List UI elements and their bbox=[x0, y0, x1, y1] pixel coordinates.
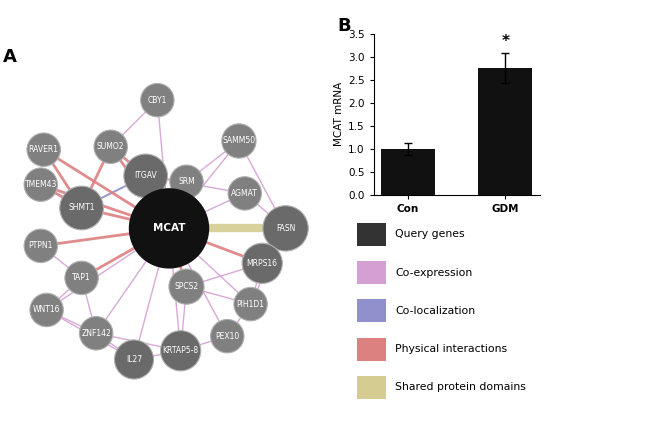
Text: KRTAP5-8: KRTAP5-8 bbox=[162, 346, 199, 355]
Text: SPCS2: SPCS2 bbox=[174, 282, 198, 291]
Text: TAP1: TAP1 bbox=[72, 273, 91, 282]
Circle shape bbox=[228, 177, 261, 210]
FancyBboxPatch shape bbox=[357, 261, 386, 284]
Circle shape bbox=[234, 288, 267, 321]
Text: ZNF142: ZNF142 bbox=[81, 329, 111, 338]
FancyBboxPatch shape bbox=[357, 376, 386, 399]
Text: Co-localization: Co-localization bbox=[395, 306, 475, 316]
Text: AGMAT: AGMAT bbox=[231, 189, 258, 198]
Circle shape bbox=[211, 319, 244, 353]
Text: MCAT: MCAT bbox=[153, 224, 185, 233]
Text: IL27: IL27 bbox=[126, 355, 142, 364]
Circle shape bbox=[169, 269, 204, 304]
Text: *: * bbox=[501, 34, 509, 49]
Text: B: B bbox=[337, 17, 351, 35]
Text: SAMM50: SAMM50 bbox=[222, 137, 255, 146]
Bar bbox=[478, 68, 532, 195]
Text: ITGAV: ITGAV bbox=[135, 172, 157, 181]
Text: Physical interactions: Physical interactions bbox=[395, 344, 507, 354]
Text: SUMO2: SUMO2 bbox=[97, 142, 124, 151]
Text: Shared protein domains: Shared protein domains bbox=[395, 383, 526, 392]
Circle shape bbox=[24, 229, 57, 263]
FancyBboxPatch shape bbox=[357, 299, 386, 323]
Text: WNT16: WNT16 bbox=[33, 306, 60, 314]
Circle shape bbox=[60, 186, 103, 230]
Text: PEX10: PEX10 bbox=[215, 332, 239, 340]
Text: CBY1: CBY1 bbox=[148, 96, 167, 105]
Circle shape bbox=[65, 261, 98, 295]
Text: A: A bbox=[3, 48, 18, 66]
Text: Query genes: Query genes bbox=[395, 229, 465, 239]
Circle shape bbox=[263, 206, 308, 251]
Text: Co-expression: Co-expression bbox=[395, 267, 473, 278]
Circle shape bbox=[170, 165, 203, 198]
FancyBboxPatch shape bbox=[357, 337, 386, 361]
Circle shape bbox=[161, 331, 201, 371]
Circle shape bbox=[242, 243, 282, 284]
Text: FASN: FASN bbox=[276, 224, 295, 233]
Text: PIH1D1: PIH1D1 bbox=[237, 300, 265, 309]
Text: MRPS16: MRPS16 bbox=[247, 259, 278, 268]
FancyBboxPatch shape bbox=[357, 223, 386, 246]
Circle shape bbox=[140, 83, 174, 117]
Text: TMEM43: TMEM43 bbox=[25, 180, 57, 189]
Text: PTPN1: PTPN1 bbox=[29, 241, 53, 250]
Text: RAVER1: RAVER1 bbox=[29, 145, 58, 154]
Circle shape bbox=[30, 293, 63, 327]
Y-axis label: MCAT mRNA: MCAT mRNA bbox=[334, 82, 344, 146]
Circle shape bbox=[124, 154, 168, 198]
Circle shape bbox=[24, 168, 57, 201]
Circle shape bbox=[129, 188, 209, 268]
Circle shape bbox=[94, 130, 127, 164]
Circle shape bbox=[79, 317, 113, 350]
Circle shape bbox=[114, 340, 153, 379]
Bar bbox=[382, 149, 435, 195]
Circle shape bbox=[27, 133, 60, 166]
Text: SHMT1: SHMT1 bbox=[68, 203, 95, 212]
Text: SRM: SRM bbox=[178, 177, 195, 186]
Circle shape bbox=[222, 124, 256, 158]
